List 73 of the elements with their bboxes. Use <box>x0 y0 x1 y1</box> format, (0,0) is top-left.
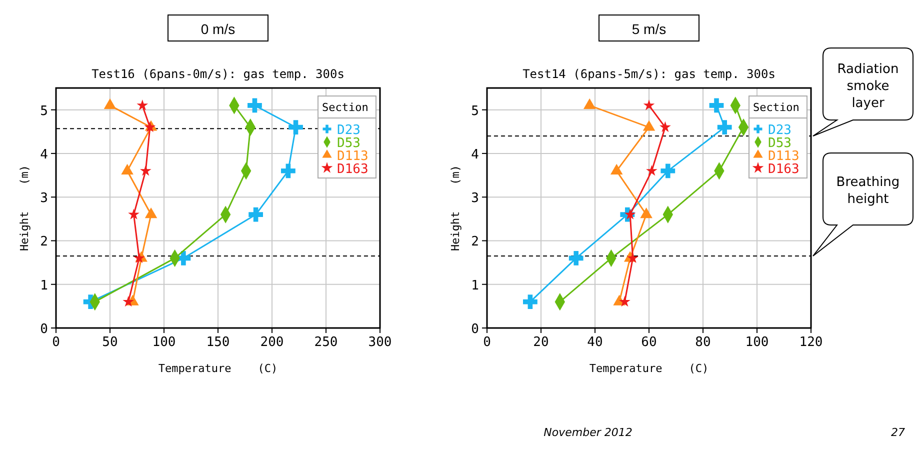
y-tick-label: 1 <box>471 278 479 294</box>
y-tick-label: 0 <box>40 322 48 337</box>
point <box>248 98 262 113</box>
point <box>717 120 732 134</box>
legend-title: Section <box>322 101 368 114</box>
chart-title: Test14 (6pans-5m/s): gas temp. 300s <box>522 67 776 81</box>
x-tick-label: 0 <box>52 335 60 350</box>
point <box>640 207 652 218</box>
point <box>660 164 676 178</box>
chart-subtitle: 5 m/s <box>632 21 666 37</box>
point <box>122 296 134 307</box>
legend-label: D163 <box>768 162 800 177</box>
y-tick-label: 2 <box>40 234 48 250</box>
point <box>128 208 140 220</box>
point <box>136 99 148 110</box>
legend-title: Section <box>753 101 800 114</box>
point <box>523 294 538 310</box>
x-tick-label: 300 <box>368 335 392 350</box>
ref-line-label: Radiation smoke layer <box>837 62 899 111</box>
y-tick-label: 3 <box>40 191 48 206</box>
legend-label: D23 <box>337 123 360 138</box>
y-axis-title: Height (m) <box>449 164 462 252</box>
ref-line-label: Breathing height <box>836 175 900 207</box>
x-tick-label: 50 <box>102 335 118 350</box>
x-tick-label: 250 <box>314 335 338 350</box>
point <box>248 207 263 222</box>
legend-label: D113 <box>768 149 800 164</box>
x-tick-label: 0 <box>483 335 491 350</box>
point <box>568 250 584 266</box>
chart-title: Test16 (6pans-0m/s): gas temp. 300s <box>92 67 344 81</box>
x-tick-label: 100 <box>152 335 176 350</box>
point <box>140 164 152 176</box>
point <box>624 208 636 220</box>
point <box>709 98 724 113</box>
y-axis-title: Height (m) <box>18 164 31 252</box>
legend-label: D53 <box>337 136 360 151</box>
y-tick-label: 4 <box>471 147 480 162</box>
text: 27 <box>891 426 905 439</box>
text: November 2012 <box>544 426 632 439</box>
legend-label: D163 <box>337 162 368 177</box>
point <box>288 120 303 134</box>
y-tick-label: 5 <box>40 104 48 119</box>
point <box>646 164 658 176</box>
x-tick-label: 100 <box>745 335 769 350</box>
y-tick-label: 0 <box>471 322 479 337</box>
point <box>627 252 638 264</box>
point <box>642 120 656 131</box>
point <box>643 99 655 110</box>
y-tick-label: 4 <box>40 147 48 162</box>
y-tick-label: 1 <box>40 278 48 294</box>
chart-subtitle: 0 m/s <box>200 21 236 37</box>
legend-label: D23 <box>768 123 792 138</box>
y-tick-label: 3 <box>471 191 479 206</box>
x-tick-label: 120 <box>799 335 823 350</box>
point <box>619 296 630 307</box>
point <box>133 252 145 264</box>
x-tick-label: 20 <box>533 335 549 350</box>
x-tick-label: 60 <box>641 335 657 350</box>
x-tick-label: 200 <box>260 335 284 350</box>
legend-label: D113 <box>337 149 368 164</box>
point <box>610 164 623 174</box>
legend-label: D53 <box>768 136 792 151</box>
point <box>281 164 296 178</box>
x-tick-label: 40 <box>587 335 603 350</box>
x-tick-label: 150 <box>206 335 230 350</box>
y-tick-label: 2 <box>471 234 479 250</box>
x-tick-label: 80 <box>695 335 711 350</box>
point <box>121 164 134 174</box>
point <box>660 121 671 132</box>
y-tick-label: 5 <box>471 104 479 119</box>
point <box>144 207 158 218</box>
x-axis-title: Temperature (C) <box>158 362 278 375</box>
x-axis-title: Temperature (C) <box>589 362 709 375</box>
